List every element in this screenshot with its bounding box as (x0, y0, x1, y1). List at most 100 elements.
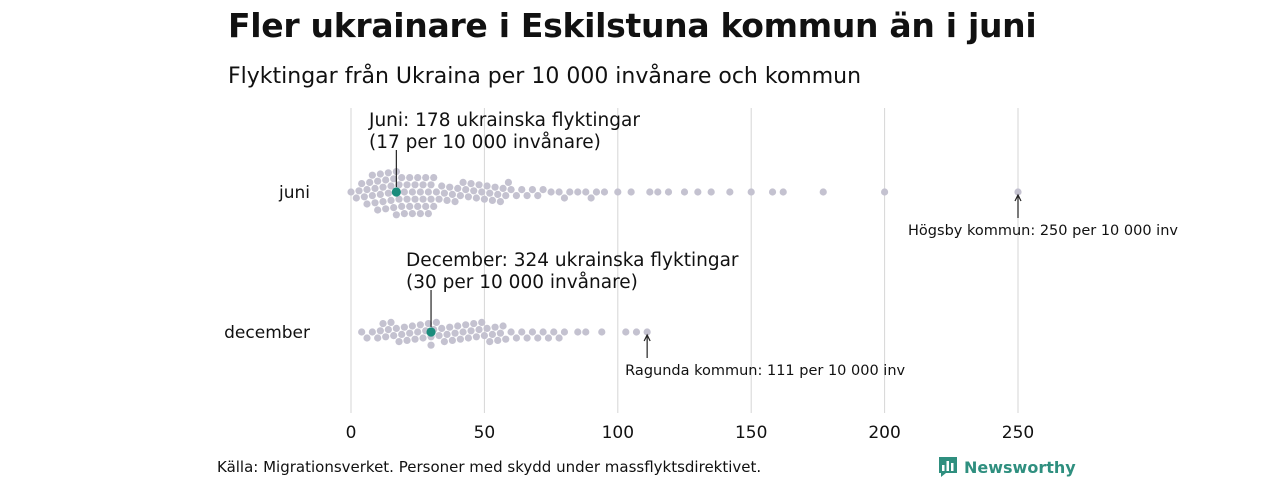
municipality-dot (435, 332, 443, 340)
municipality-dot (427, 341, 435, 349)
municipality-dot (494, 336, 502, 344)
municipality-dot (414, 328, 422, 336)
municipality-dot (382, 205, 390, 213)
municipality-dot (627, 188, 635, 196)
municipality-dot (494, 190, 502, 198)
municipality-dot (456, 192, 464, 200)
max-annotation-text: Ragunda kommun: 111 per 10 000 inv (625, 363, 905, 379)
municipality-dot (435, 195, 443, 203)
municipality-dot (395, 181, 403, 189)
municipality-dot (363, 200, 371, 208)
municipality-dot (464, 334, 472, 342)
municipality-dot (400, 210, 408, 218)
municipality-dot (387, 182, 395, 190)
municipality-dot (408, 188, 416, 196)
municipality-dot (398, 202, 406, 210)
municipality-dot (614, 188, 622, 196)
municipality-dot (502, 335, 510, 343)
highlight-dot (391, 187, 401, 197)
municipality-dot (547, 188, 555, 196)
municipality-dot (632, 328, 641, 336)
municipality-dot (456, 335, 464, 343)
municipality-dot (406, 202, 414, 210)
municipality-dot (560, 328, 569, 336)
source-note: Källa: Migrationsverket. Personer med sk… (217, 458, 762, 476)
municipality-dot (392, 211, 400, 219)
municipality-dot (358, 328, 366, 336)
municipality-dot (472, 194, 480, 202)
highlight-annotation-text: (30 per 10 000 invånare) (406, 272, 638, 293)
municipality-dot (523, 334, 531, 342)
municipality-dot (574, 188, 582, 196)
max-annotation-text: Högsby kommun: 250 per 10 000 inv (908, 223, 1178, 239)
newsworthy-logo: Newsworthy (938, 456, 1076, 478)
municipality-dot (411, 195, 419, 203)
highlight-annotation-text: Juni: 178 ukrainska flyktingar (368, 110, 640, 131)
municipality-dot (414, 202, 422, 210)
municipality-dot (646, 188, 654, 196)
municipality-dot (422, 202, 430, 210)
municipality-dot (424, 320, 432, 328)
municipality-dot (424, 210, 432, 218)
municipality-dot (488, 196, 497, 204)
max-arrow-head (1014, 193, 1022, 202)
municipality-dot (523, 192, 531, 200)
municipality-dot (382, 176, 390, 184)
municipality-dot (454, 184, 462, 192)
municipality-dot (363, 186, 371, 194)
municipality-dot (406, 174, 414, 182)
municipality-dot (694, 188, 702, 196)
municipality-dot (390, 204, 398, 212)
municipality-dot (566, 188, 574, 196)
municipality-dot (488, 330, 497, 338)
municipality-dot (454, 322, 462, 330)
x-tick-label: 250 (1002, 423, 1034, 443)
municipality-dot (406, 329, 414, 337)
municipality-dot (384, 326, 392, 334)
municipality-dot (416, 321, 424, 329)
municipality-dot (411, 335, 419, 343)
municipality-dot (462, 321, 470, 329)
municipality-dot (475, 326, 483, 334)
category-label: december (224, 323, 310, 343)
chart-title: Fler ukrainare i Eskilstuna kommun än i … (228, 6, 1037, 45)
municipality-dot (592, 188, 601, 196)
municipality-dot (779, 188, 787, 196)
municipality-dot (403, 336, 411, 344)
municipality-dot (374, 177, 382, 185)
municipality-dot (518, 328, 526, 336)
bar-chart-logo-icon (939, 457, 957, 477)
municipality-dot (819, 188, 827, 196)
municipality-dot (440, 189, 448, 197)
municipality-dot (390, 332, 398, 340)
category-labels: juni december (224, 183, 310, 343)
municipality-dot (398, 174, 406, 182)
category-label: juni (278, 183, 310, 203)
municipality-dot (470, 320, 478, 328)
highlight-annotation-text: (17 per 10 000 invånare) (369, 132, 601, 153)
municipality-dot (478, 318, 486, 326)
municipality-dot (366, 178, 374, 186)
dots (347, 168, 1022, 349)
municipality-dot (499, 322, 507, 330)
municipality-dot (768, 188, 777, 196)
municipality-dot (475, 181, 483, 189)
municipality-dot (371, 184, 379, 192)
municipality-dot (555, 188, 563, 196)
municipality-dot (486, 338, 494, 346)
municipality-dot (408, 322, 416, 330)
municipality-dot (491, 323, 499, 331)
municipality-dot (379, 320, 387, 328)
municipality-dot (654, 188, 662, 196)
municipality-dot (534, 192, 542, 200)
municipality-dot (400, 188, 408, 196)
municipality-dot (470, 187, 478, 195)
municipality-dot (528, 328, 537, 336)
municipality-dot (512, 192, 521, 200)
municipality-dot (387, 318, 395, 326)
municipality-dot (368, 171, 376, 179)
municipality-dot (427, 195, 435, 203)
municipality-dot (395, 338, 403, 346)
municipality-dot (438, 324, 446, 332)
